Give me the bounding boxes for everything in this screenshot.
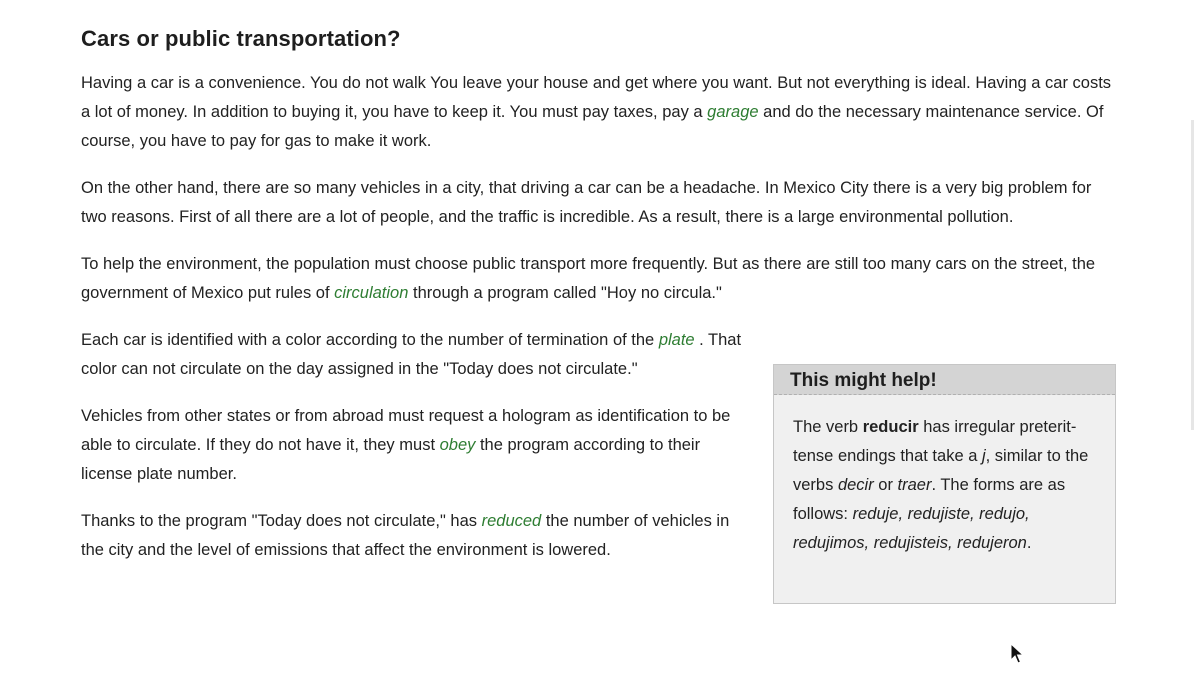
paragraph-6-text-a: Thanks to the program "Today does not ci…	[81, 512, 482, 530]
help-forms: reduje, redujiste, redujo, redujimos, re…	[793, 505, 1030, 552]
paragraph-4: Each car is identified with a color acco…	[81, 326, 751, 384]
paragraph-3-text-b: through a program called "Hoy no circula…	[408, 284, 722, 302]
scrollbar[interactable]	[1191, 120, 1194, 430]
help-verb-decir: decir	[837, 476, 874, 494]
paragraph-3: To help the environment, the population …	[81, 250, 1121, 308]
help-text-6: .	[1026, 534, 1032, 552]
article-title: Cars or public transportation?	[81, 26, 401, 51]
left-column: Each car is identified with a color acco…	[81, 326, 751, 565]
help-letter: j	[981, 447, 986, 465]
help-verb-traer: traer	[897, 476, 932, 494]
paragraph-5-text-a: Vehicles from other states or from abroa…	[81, 407, 731, 454]
paragraph-4-text-b: . That color can not circulate on the da…	[81, 331, 742, 378]
vocab-word-garage[interactable]: garage	[707, 103, 759, 121]
paragraph-1-text-b: and do the necessary maintenance service…	[81, 103, 1104, 150]
help-box-title: This might help!	[774, 365, 1115, 395]
help-box: This might help! The verb reducir has ir…	[773, 364, 1116, 604]
paragraph-3-text-a: To help the environment, the population …	[81, 255, 1096, 302]
paragraph-5-text-b: the program according to their license p…	[81, 436, 701, 483]
paragraph-4-text-a: Each car is identified with a color acco…	[81, 331, 659, 349]
paragraph-5: Vehicles from other states or from abroa…	[81, 402, 751, 489]
paragraph-6: Thanks to the program "Today does not ci…	[81, 507, 751, 565]
vocab-word-obey[interactable]: obey	[439, 436, 476, 454]
help-text-4: or	[873, 476, 898, 494]
help-text-1: The verb	[793, 418, 863, 436]
help-text-5: . The forms are as follows:	[793, 476, 1066, 523]
help-text-3: , similar to the verbs	[793, 447, 1089, 494]
vocab-word-circulation[interactable]: circulation	[334, 284, 409, 302]
help-verb: reducir	[862, 418, 919, 436]
paragraph-1: Having a car is a convenience. You do no…	[81, 69, 1121, 156]
help-text-2: has irregular preterit-tense endings tha…	[793, 418, 1077, 465]
paragraph-2: On the other hand, there are so many veh…	[81, 179, 1092, 226]
paragraph-1-text-a: Having a car is a convenience. You do no…	[81, 74, 1112, 121]
vocab-word-plate[interactable]: plate	[658, 331, 695, 349]
mouse-pointer-icon	[1010, 643, 1024, 664]
help-box-body: The verb reducir has irregular preterit-…	[774, 395, 1115, 558]
paragraph-6-text-b: the number of vehicles in the city and t…	[81, 512, 730, 559]
article: Cars or public transportation? Having a …	[81, 22, 1121, 583]
vocab-word-reduced[interactable]: reduced	[481, 512, 542, 530]
